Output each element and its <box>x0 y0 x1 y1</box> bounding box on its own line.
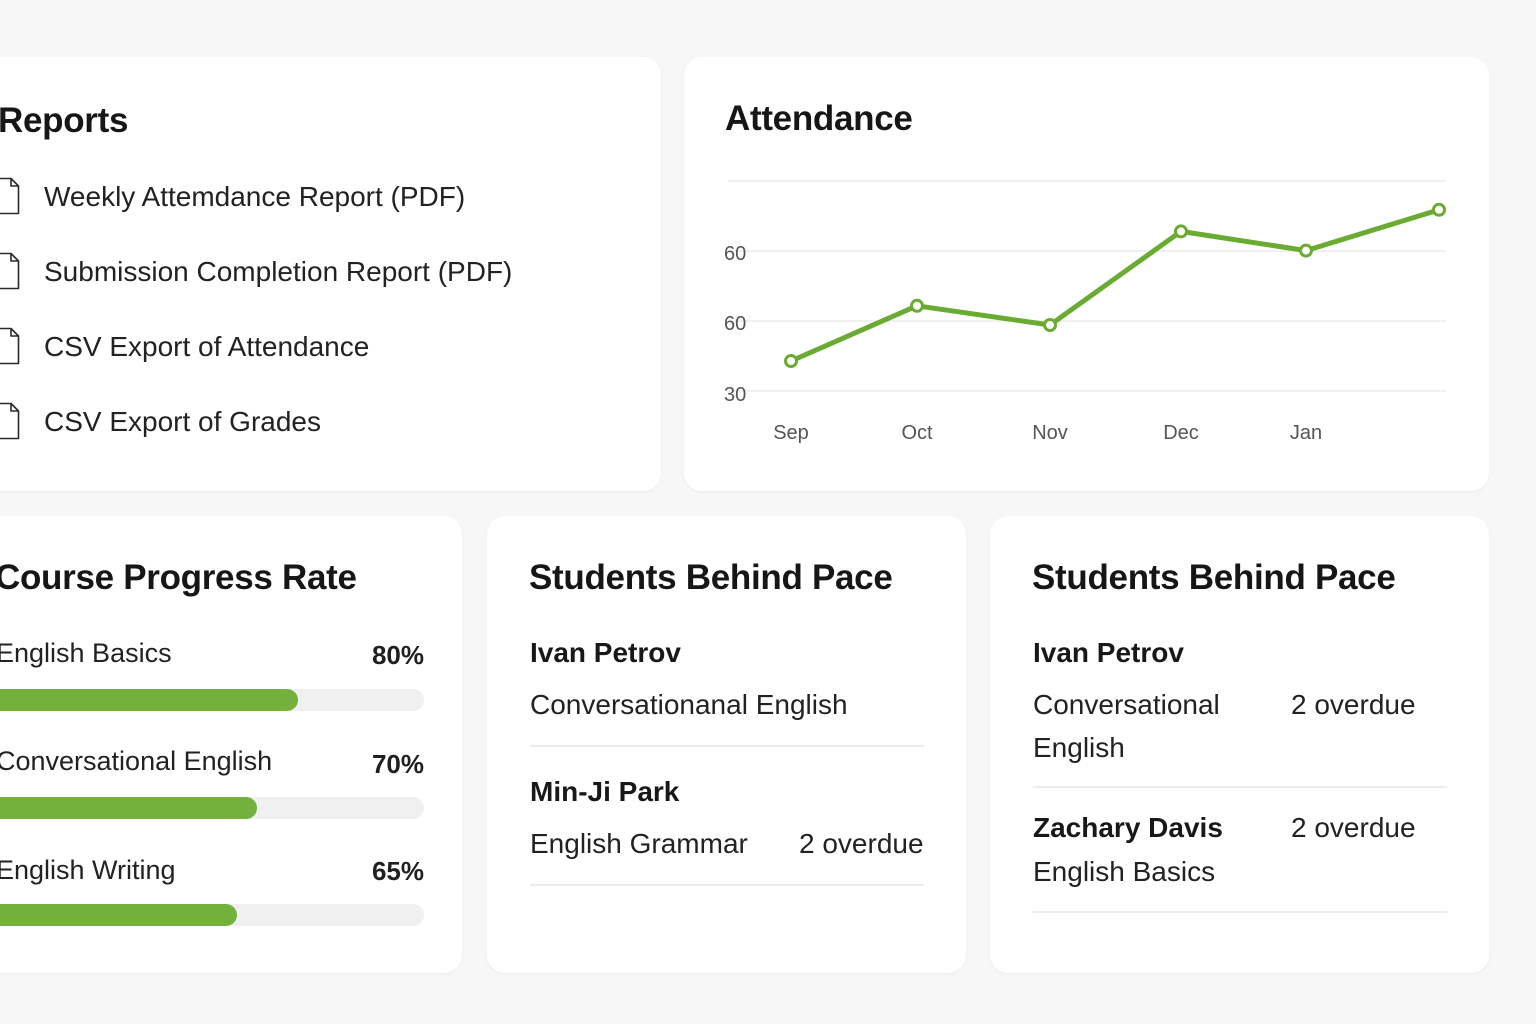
x-tick-label: Dec <box>1163 422 1199 444</box>
data-point <box>1174 224 1188 239</box>
student-course: Conversationanal English <box>530 689 848 720</box>
course-name: Conversational English <box>0 746 273 776</box>
attendance-series-line <box>788 207 1442 364</box>
students-behind-pace-title: Students Behind Pace <box>1032 558 1396 597</box>
data-point <box>910 298 924 313</box>
attendance-title: Attendance <box>725 99 913 138</box>
report-item-submission-completion[interactable]: Submission Completion Report (PDF) <box>0 252 512 292</box>
student-name[interactable]: Zachary Davis <box>1033 812 1223 843</box>
report-label: Submission Completion Report (PDF) <box>44 256 513 287</box>
students-behind-pace-title: Students Behind Pace <box>529 558 893 597</box>
report-label: CSV Export of Attendance <box>44 331 370 362</box>
row-divider <box>530 884 924 886</box>
progress-bar <box>0 797 424 819</box>
x-tick-label: Nov <box>1032 422 1068 444</box>
course-progress-card: Course Progress Rate English Basics 80% … <box>0 516 462 973</box>
progress-bar <box>0 904 424 926</box>
report-label: Weekly Attemdance Report (PDF) <box>44 181 466 212</box>
progress-bar <box>0 689 424 711</box>
y-tick-label: 60 <box>724 243 746 265</box>
report-item-weekly-attendance[interactable]: Weekly Attemdance Report (PDF) <box>0 177 465 217</box>
students-behind-pace-card: Students Behind Pace Ivan Petrov Convers… <box>487 516 966 973</box>
document-icon <box>0 402 20 440</box>
overdue-count: 2 overdue <box>799 828 924 859</box>
course-percent: 80% <box>371 640 424 670</box>
x-tick-label: Jan <box>1290 422 1322 444</box>
attendance-line-chart: 60 60 30 Sep Oct Nov Dec Jan <box>724 180 1446 444</box>
course-name: English Basics <box>0 638 172 668</box>
student-name[interactable]: Ivan Petrov <box>1033 637 1184 668</box>
attendance-card: Attendance 60 60 30 Sep Oct Nov Dec Jan <box>684 57 1489 491</box>
student-name[interactable]: Min-Ji Park <box>530 776 680 807</box>
course-name: English Writing <box>0 855 176 885</box>
overdue-count: 2 overdue <box>1291 812 1416 843</box>
report-item-csv-grades[interactable]: CSV Export of Grades <box>0 402 321 442</box>
overdue-count: 2 overdue <box>1291 689 1416 720</box>
course-percent: 65% <box>371 856 424 886</box>
progress-bar-fill <box>0 797 257 819</box>
data-point <box>784 354 798 368</box>
progress-bar-fill <box>0 689 298 711</box>
reports-title: Reports <box>0 101 129 140</box>
data-point <box>1299 243 1313 258</box>
student-course: Conversational English <box>1033 689 1220 763</box>
document-icon <box>0 177 20 215</box>
document-icon <box>0 252 20 290</box>
student-course: English Grammar <box>530 828 748 859</box>
students-behind-pace-card-2: Students Behind Pace Ivan Petrov Convers… <box>990 516 1489 973</box>
reports-card: Reports Weekly Attemdance Report (PDF) S… <box>0 57 661 491</box>
row-divider <box>1033 786 1447 788</box>
student-course: English Basics <box>1033 856 1216 887</box>
report-label: CSV Export of Grades <box>44 406 322 437</box>
document-icon <box>0 327 20 365</box>
row-divider <box>530 745 924 747</box>
row-divider <box>1033 911 1447 913</box>
y-tick-label: 60 <box>724 313 746 335</box>
y-tick-label: 30 <box>724 384 746 406</box>
x-tick-label: Sep <box>773 422 809 444</box>
report-item-csv-attendance[interactable]: CSV Export of Attendance <box>0 327 369 367</box>
data-point <box>1432 202 1446 217</box>
progress-bar-fill <box>0 904 237 926</box>
course-percent: 70% <box>371 749 424 779</box>
data-point <box>1043 318 1057 332</box>
student-name[interactable]: Ivan Petrov <box>530 637 681 668</box>
course-progress-title: Course Progress Rate <box>0 558 357 597</box>
x-tick-label: Oct <box>901 422 933 444</box>
